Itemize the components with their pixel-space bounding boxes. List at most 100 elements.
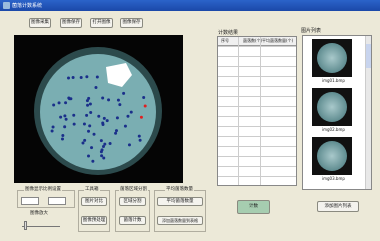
dish-agar bbox=[40, 54, 156, 170]
image-view bbox=[14, 35, 183, 183]
colony bbox=[51, 129, 54, 132]
colony bbox=[58, 101, 61, 104]
slider-thumb[interactable] bbox=[24, 221, 27, 230]
colony bbox=[115, 129, 118, 132]
colony bbox=[52, 103, 55, 106]
colony bbox=[67, 97, 70, 100]
app-icon bbox=[3, 2, 10, 9]
colony bbox=[89, 111, 92, 114]
colony bbox=[100, 139, 103, 142]
colony bbox=[64, 101, 67, 104]
thumbnail-dish bbox=[317, 92, 347, 122]
thumbnail[interactable] bbox=[312, 39, 352, 77]
colony bbox=[73, 123, 76, 126]
colony bbox=[117, 99, 120, 102]
colony bbox=[83, 139, 86, 142]
colony bbox=[63, 125, 66, 128]
colony bbox=[128, 143, 131, 146]
colony bbox=[103, 143, 106, 146]
colony bbox=[100, 150, 103, 153]
colony bbox=[140, 116, 143, 119]
colony bbox=[126, 115, 129, 118]
column-header: 平均菌落数量(个) bbox=[262, 37, 293, 45]
colony bbox=[63, 114, 66, 117]
colony bbox=[52, 126, 55, 129]
image-list-title: 图片列表 bbox=[301, 27, 321, 34]
colony bbox=[59, 116, 62, 119]
scale-title: 图像显示比例设置 bbox=[24, 186, 62, 192]
colony bbox=[72, 114, 75, 117]
toolbar-button[interactable]: 图像保存 bbox=[120, 18, 143, 28]
add-list-button[interactable]: 添加图片列表 bbox=[317, 201, 359, 212]
colony bbox=[89, 103, 92, 106]
column-header: 序号 bbox=[221, 37, 229, 45]
group-button[interactable]: 添加菌落数量到表格 bbox=[157, 216, 203, 225]
group-button[interactable]: 图像预处理 bbox=[81, 216, 107, 225]
scroll-thumb[interactable] bbox=[366, 44, 371, 68]
thumbnail-dish bbox=[317, 43, 347, 73]
colony bbox=[85, 75, 88, 78]
colony bbox=[106, 119, 109, 122]
scale-input[interactable] bbox=[48, 197, 66, 205]
results-title: 计数结果 bbox=[218, 29, 238, 36]
colony bbox=[94, 86, 97, 89]
colony bbox=[65, 118, 68, 121]
colony bbox=[97, 115, 100, 118]
colony bbox=[139, 139, 142, 142]
colony bbox=[86, 99, 89, 102]
colony bbox=[88, 124, 91, 127]
colony bbox=[81, 142, 84, 145]
group-button[interactable]: 图片对比 bbox=[81, 197, 107, 206]
colony bbox=[93, 133, 96, 136]
toolbar-button[interactable]: 图像保存 bbox=[60, 18, 82, 28]
colony bbox=[109, 142, 112, 145]
colony bbox=[103, 117, 106, 120]
colony bbox=[80, 76, 83, 79]
colony bbox=[116, 116, 119, 119]
results-table: 序号 菌落数(个) 平均菌落数量(个) bbox=[217, 36, 297, 186]
colony bbox=[138, 135, 141, 138]
table-header: 序号 菌落数(个) 平均菌落数量(个) bbox=[218, 37, 296, 46]
group-button[interactable]: 菌落计数 bbox=[119, 216, 146, 225]
window-title: 菌落计数系统 bbox=[12, 2, 42, 9]
colony bbox=[72, 76, 75, 79]
count-button[interactable]: 计数 bbox=[237, 200, 270, 214]
colony bbox=[83, 122, 86, 125]
colony bbox=[100, 154, 103, 157]
group-title: 平均菌落数量 bbox=[165, 186, 194, 192]
colony bbox=[124, 125, 127, 128]
colony bbox=[130, 111, 133, 114]
app-window: 菌落计数系统 图像采集 图像保存 打开图像 图像保存 计数结果 序号 菌落数(个… bbox=[0, 0, 380, 241]
colony bbox=[96, 75, 99, 78]
colony bbox=[122, 92, 125, 95]
thumbnail-dish bbox=[317, 141, 347, 171]
zoom-title: 图像放大 bbox=[30, 210, 48, 216]
scrollbar[interactable] bbox=[365, 36, 371, 189]
colony bbox=[61, 134, 64, 137]
zoom-slider[interactable] bbox=[22, 226, 60, 227]
colony bbox=[67, 76, 70, 79]
column-divider bbox=[260, 37, 261, 185]
toolbar-button[interactable]: 打开图像 bbox=[90, 18, 113, 28]
thumbnail[interactable] bbox=[312, 137, 352, 175]
thumbnail[interactable] bbox=[312, 88, 352, 126]
colony bbox=[101, 122, 104, 125]
title-bar: 菌落计数系统 bbox=[0, 0, 380, 11]
thumbnail-caption: img02.bmp bbox=[322, 127, 345, 132]
colony bbox=[144, 104, 147, 107]
colony bbox=[86, 104, 89, 107]
column-divider bbox=[238, 37, 239, 185]
group-button[interactable]: 区域分割 bbox=[119, 197, 146, 206]
colony bbox=[91, 160, 94, 163]
colony bbox=[87, 155, 90, 158]
toolbar-button[interactable]: 图像采集 bbox=[29, 18, 51, 28]
colony bbox=[101, 97, 104, 100]
colony bbox=[142, 96, 145, 99]
group-title: 菌落区域分割 bbox=[119, 186, 148, 192]
thumbnail-caption: img03.bmp bbox=[322, 176, 345, 181]
thumbnail-caption: img01.bmp bbox=[322, 78, 345, 83]
group-button[interactable]: 平均菌落数量 bbox=[157, 197, 203, 206]
colony bbox=[114, 132, 117, 135]
colony bbox=[61, 137, 64, 140]
scale-input[interactable] bbox=[21, 197, 39, 205]
